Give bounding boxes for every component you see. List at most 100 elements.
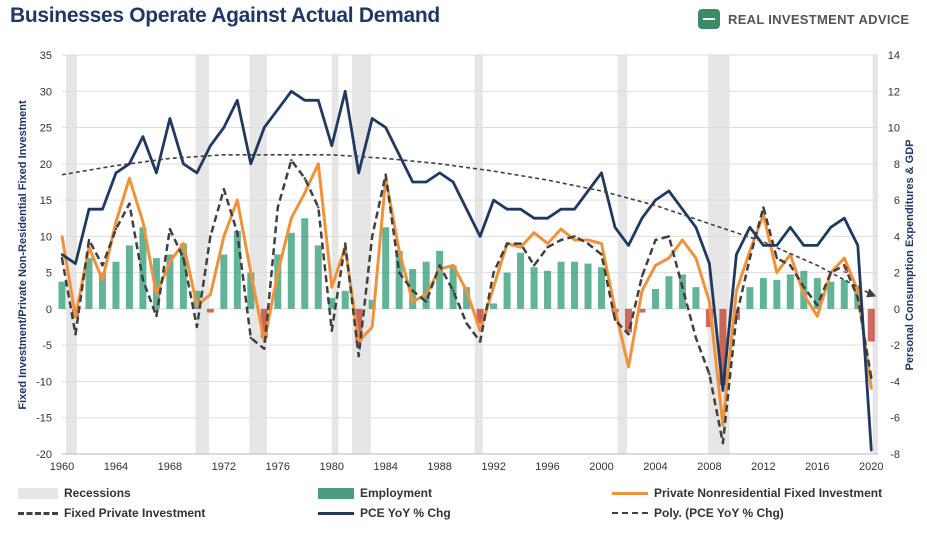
legend-label-fixed-private: Fixed Private Investment (64, 506, 206, 520)
point-pce (775, 244, 779, 247)
employment-bar (490, 303, 498, 309)
y-right-tick-label: -8 (890, 449, 900, 461)
legend-item-private-nonres: Private Nonresidential Fixed Investment (612, 484, 882, 502)
point-private-nonres (451, 264, 455, 267)
chart-legend: Recessions Employment Private Nonresiden… (18, 484, 918, 528)
point-pce (627, 244, 630, 247)
point-fixed-private (586, 242, 590, 245)
point-pce (478, 235, 482, 238)
employment-bar (746, 287, 754, 309)
point-pce (573, 207, 576, 211)
x-tick-label: 1996 (535, 461, 559, 473)
point-private-nonres (708, 300, 711, 303)
point-fixed-private (141, 278, 145, 282)
employment-bar (328, 298, 336, 309)
point-private-nonres (330, 285, 333, 289)
brand-logo: REAL INVESTMENT ADVICE (698, 8, 909, 30)
legend-swatch-pce (318, 511, 354, 515)
point-private-nonres (519, 246, 522, 249)
legend-item-poly: Poly. (PCE YoY % Chg) (612, 504, 784, 522)
point-private-nonres (209, 293, 212, 296)
y-left-tick-label: 0 (46, 304, 52, 316)
point-fixed-private (492, 271, 495, 274)
point-private-nonres (276, 271, 280, 274)
axes: -20-15-10-505101520253035-8-6-4-20246810… (36, 50, 900, 473)
y-left-tick-label: 15 (40, 195, 52, 207)
employment-bar (732, 308, 740, 320)
point-pce (681, 207, 684, 211)
point-private-nonres (546, 242, 549, 245)
employment-bar (368, 299, 376, 309)
employment-bar (503, 272, 511, 309)
employment-bar (530, 267, 538, 309)
point-pce (829, 226, 832, 229)
recession-band-6 (617, 55, 628, 454)
point-fixed-private (303, 177, 306, 180)
point-pce (424, 180, 428, 184)
x-tick-label: 2008 (697, 461, 721, 473)
point-pce (586, 189, 590, 193)
employment-bar (382, 227, 390, 309)
employment-bar (301, 218, 309, 309)
employment-bar (233, 230, 241, 309)
y-axis-left-label: Fixed Investment/Private Non-Residential… (17, 100, 29, 410)
x-tick-label: 2020 (859, 461, 883, 473)
x-tick-label: 1972 (212, 461, 236, 473)
point-pce (195, 171, 199, 175)
point-fixed-private (263, 347, 266, 351)
y-left-tick-label: 20 (40, 159, 52, 171)
legend-swatch-poly (612, 512, 648, 514)
point-pce (600, 171, 603, 175)
legend-label-pce: PCE YoY % Chg (360, 506, 451, 520)
point-fixed-private (317, 206, 320, 209)
point-pce (802, 244, 806, 247)
point-private-nonres (843, 256, 846, 260)
recession-band-8 (872, 55, 878, 454)
x-tick-label: 1964 (104, 461, 128, 473)
employment-bar (422, 261, 430, 309)
y-left-tick-label: 30 (40, 86, 52, 98)
point-fixed-private (775, 256, 779, 260)
x-tick-label: 2004 (643, 461, 667, 473)
x-tick-label: 1976 (266, 461, 290, 473)
point-fixed-private (168, 227, 172, 231)
recession-band-3 (331, 55, 339, 454)
point-private-nonres (856, 289, 859, 292)
point-pce (708, 262, 711, 265)
point-pce (735, 253, 738, 256)
point-private-nonres (492, 285, 495, 289)
point-pce (654, 198, 657, 202)
point-fixed-private (384, 173, 387, 176)
point-pce (168, 117, 172, 120)
point-private-nonres (721, 423, 725, 427)
poly-trend-arrowhead (866, 288, 877, 298)
point-private-nonres (654, 264, 657, 267)
point-fixed-private (182, 256, 185, 260)
employment-bar (651, 288, 659, 309)
x-tick-label: 1984 (373, 461, 397, 473)
employment-bar (867, 308, 875, 342)
point-fixed-private (735, 314, 738, 318)
y-left-tick-label: -5 (42, 340, 52, 352)
point-private-nonres (222, 235, 226, 238)
point-fixed-private (411, 289, 414, 292)
point-fixed-private (505, 242, 509, 245)
point-private-nonres (775, 271, 779, 274)
employment-bar (463, 287, 471, 309)
point-pce (209, 144, 212, 147)
y-right-tick-label: 14 (888, 50, 900, 62)
point-fixed-private (789, 264, 792, 267)
employment-bar (840, 279, 848, 309)
point-private-nonres (141, 220, 145, 224)
employment-bar (125, 245, 133, 309)
point-private-nonres (478, 329, 482, 332)
point-fixed-private (667, 235, 671, 238)
employment-bar (85, 258, 93, 309)
point-pce (263, 126, 266, 129)
point-pce (870, 449, 873, 452)
point-fixed-private (519, 242, 522, 245)
point-pce (249, 162, 253, 166)
employment-bar (260, 308, 268, 338)
point-fixed-private (613, 318, 617, 321)
